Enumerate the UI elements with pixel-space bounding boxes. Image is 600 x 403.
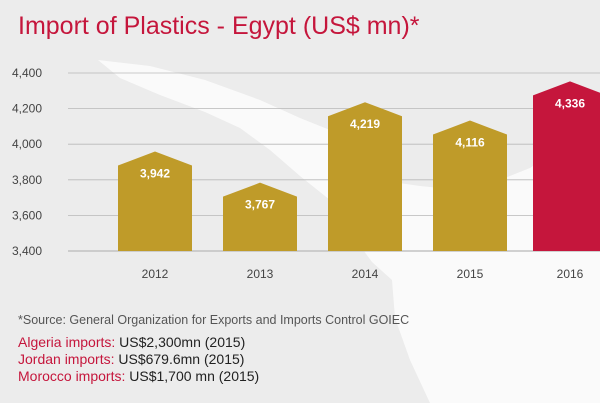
import-value: US$1,700 mn (2015) [129, 368, 260, 384]
value-label: 3,942 [140, 167, 170, 181]
value-label: 4,219 [350, 117, 380, 131]
bar-2014 [328, 102, 402, 251]
y-tick-label: 4,400 [12, 66, 42, 80]
value-label: 4,336 [555, 96, 585, 110]
bar-2012 [118, 151, 192, 251]
value-label: 4,116 [455, 136, 485, 150]
import-value: US$679.6mn (2015) [118, 351, 245, 367]
import-item-algeria: Algeria imports: US$2,300mn (2015) [18, 334, 259, 351]
import-item-morocco: Morocco imports: US$1,700 mn (2015) [18, 368, 259, 385]
import-label: Jordan imports: [18, 351, 115, 367]
bar-2013 [223, 182, 297, 251]
import-value: US$2,300mn (2015) [119, 334, 246, 350]
y-tick-label: 3,400 [12, 244, 42, 258]
import-label: Morocco imports: [18, 368, 126, 384]
x-tick-label: 2015 [457, 267, 484, 281]
import-label: Algeria imports: [18, 334, 116, 350]
y-tick-label: 4,000 [12, 137, 42, 151]
bar-2016 [533, 81, 600, 251]
import-item-jordan: Jordan imports: US$679.6mn (2015) [18, 351, 259, 368]
imports-list: Algeria imports: US$2,300mn (2015) Jorda… [18, 334, 259, 385]
x-tick-label: 2012 [142, 267, 169, 281]
y-tick-label: 4,200 [12, 102, 42, 116]
bar-2015 [433, 120, 507, 251]
x-tick-label: 2016 [557, 267, 584, 281]
y-tick-label: 3,600 [12, 208, 42, 222]
value-label: 3,767 [245, 198, 275, 212]
source-note: *Source: General Organization for Export… [18, 313, 410, 327]
x-tick-label: 2014 [352, 267, 379, 281]
y-tick-label: 3,800 [12, 173, 42, 187]
x-tick-label: 2013 [247, 267, 274, 281]
chart-title: Import of Plastics - Egypt (US$ mn)* [18, 12, 420, 40]
